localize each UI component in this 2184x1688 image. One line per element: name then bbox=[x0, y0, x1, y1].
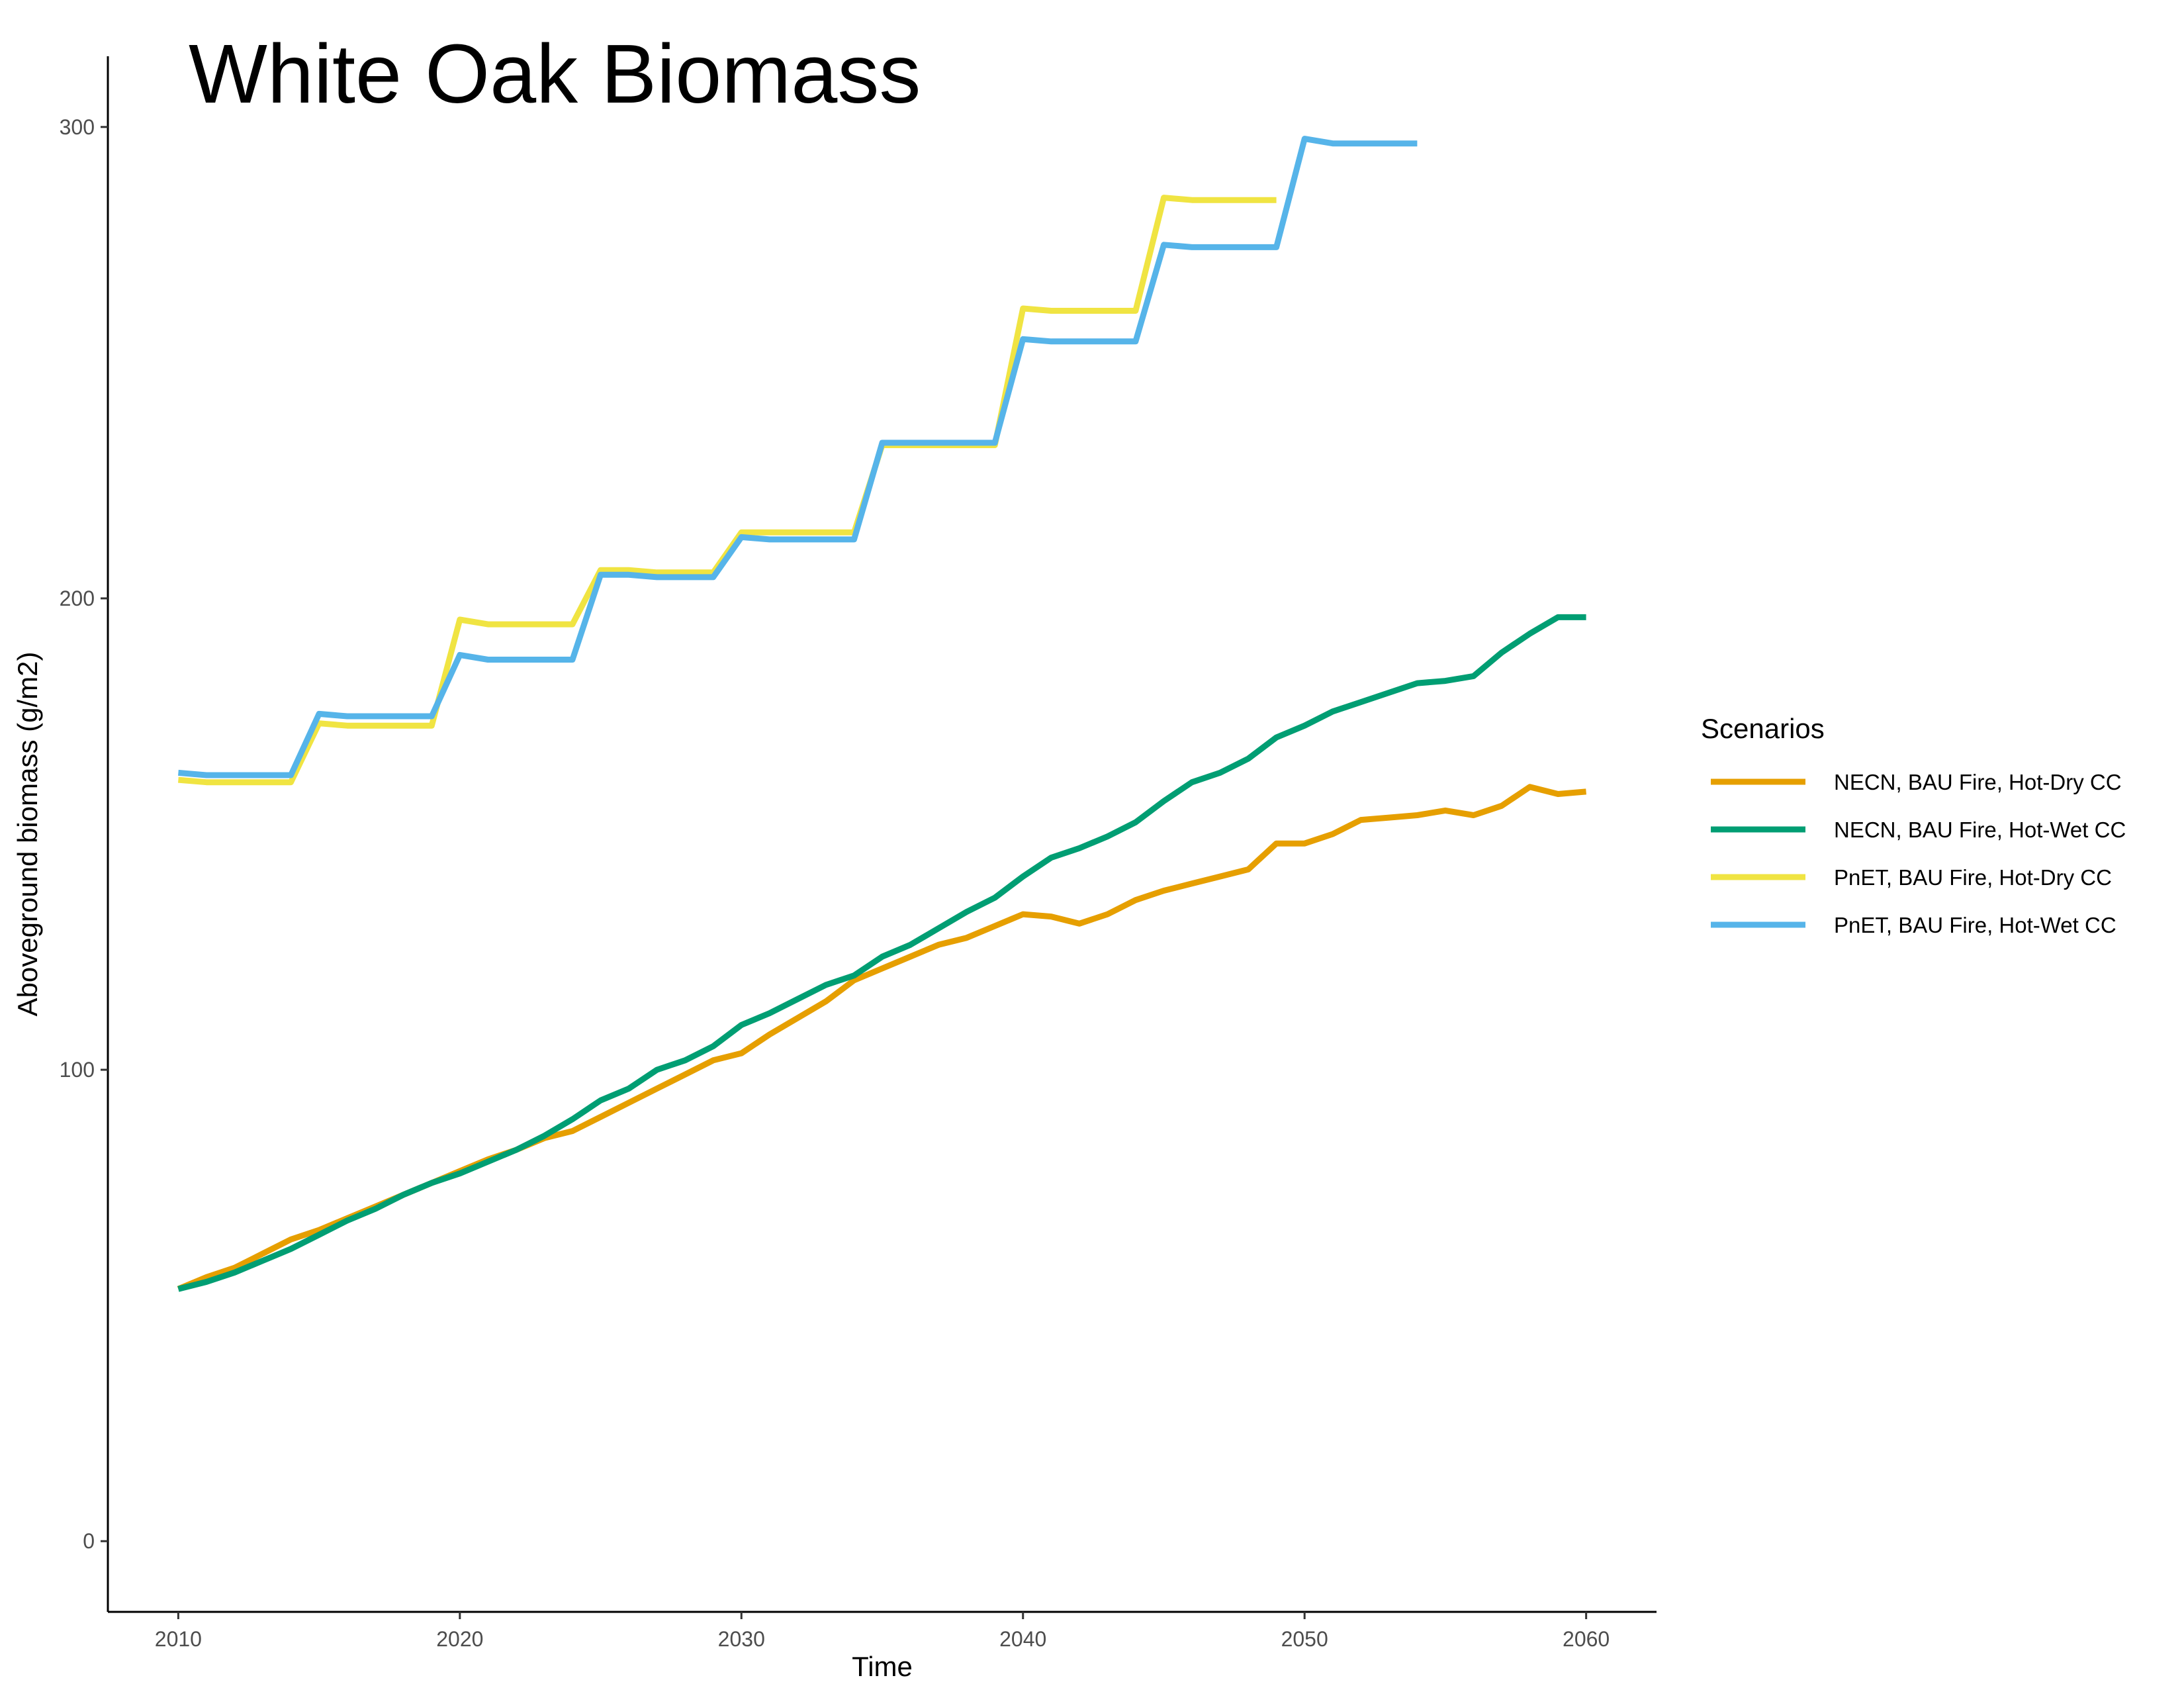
y-tick-label: 100 bbox=[60, 1058, 95, 1082]
series-line bbox=[178, 195, 1277, 786]
legend: Scenarios NECN, BAU Fire, Hot-Dry CC NECN… bbox=[1701, 713, 2126, 937]
x-tick-label: 2030 bbox=[718, 1627, 765, 1651]
x-tick-label: 2020 bbox=[436, 1627, 483, 1651]
legend-label: NECN, BAU Fire, Hot-Dry CC bbox=[1834, 770, 2122, 794]
x-tick-label: 2010 bbox=[155, 1627, 202, 1651]
x-axis-ticks: 2010 2020 2030 2040 2050 2060 bbox=[155, 1612, 1610, 1651]
y-tick-label: 200 bbox=[60, 586, 95, 610]
chart-title: White Oak Biomass bbox=[189, 27, 921, 120]
y-tick-label: 0 bbox=[83, 1529, 95, 1553]
y-tick-label: 300 bbox=[60, 115, 95, 139]
x-tick-label: 2040 bbox=[999, 1627, 1046, 1651]
series-line bbox=[178, 136, 1418, 778]
legend-label: NECN, BAU Fire, Hot-Wet CC bbox=[1834, 818, 2126, 842]
x-tick-label: 2050 bbox=[1281, 1627, 1328, 1651]
legend-title: Scenarios bbox=[1701, 713, 1825, 744]
y-axis-title: Aboveground biomass (g/m2) bbox=[12, 652, 43, 1017]
legend-label: PnET, BAU Fire, Hot-Wet CC bbox=[1834, 913, 2116, 937]
x-tick-label: 2060 bbox=[1563, 1627, 1610, 1651]
series-line bbox=[177, 614, 1586, 1292]
legend-label: PnET, BAU Fire, Hot-Dry CC bbox=[1834, 865, 2112, 890]
series-lines bbox=[177, 136, 1586, 1292]
x-axis-title: Time bbox=[852, 1651, 913, 1682]
series-line bbox=[177, 784, 1586, 1292]
y-axis-ticks: 0 100 200 300 bbox=[60, 115, 108, 1553]
